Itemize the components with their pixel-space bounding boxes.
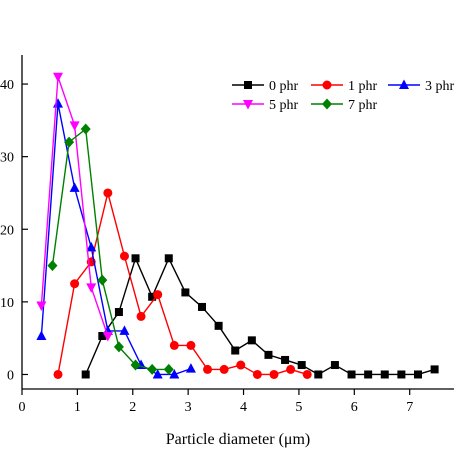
series-line-3-phr — [40, 103, 192, 376]
data-point-1-phr — [103, 188, 113, 198]
data-point-0-phr — [164, 254, 173, 263]
data-point-7-phr — [147, 363, 158, 375]
data-point-1-phr — [219, 364, 229, 374]
data-point-7-phr — [130, 359, 141, 371]
x-tick-label: 3 — [185, 400, 192, 415]
data-point-3-phr — [69, 182, 80, 192]
data-point-0-phr — [397, 370, 406, 379]
data-point-0-phr — [430, 365, 439, 374]
data-point-7-phr — [113, 341, 124, 353]
x-tick-label: 1 — [74, 400, 81, 415]
x-tick-label: 7 — [406, 400, 413, 415]
data-point-1-phr — [153, 290, 163, 300]
x-tick-label: 4 — [240, 400, 247, 415]
legend-label-5-phr: 5 phr — [269, 98, 299, 113]
data-point-3-phr — [185, 363, 196, 373]
x-axis-ticks: 0 1 2 3 4 5 6 7 — [19, 389, 413, 415]
x-tick-label: 0 — [19, 400, 26, 415]
data-point-3-phr — [119, 325, 130, 335]
data-point-1-phr — [53, 369, 63, 379]
legend-label-1-phr: 1 phr — [348, 79, 378, 94]
data-point-5-phr — [102, 331, 113, 342]
data-point-0-phr — [247, 336, 256, 345]
data-point-0-phr — [214, 321, 223, 330]
y-tick-label: 40 — [0, 78, 14, 93]
data-point-0-phr — [330, 361, 339, 370]
x-tick-label: 5 — [295, 400, 302, 415]
data-point-5-phr — [69, 121, 80, 131]
legend-label-7-phr: 7 phr — [348, 98, 378, 113]
legend-marker-0-phr — [244, 81, 252, 89]
data-point-1-phr — [236, 360, 246, 370]
x-axis-label: Particle diameter (μm) — [166, 431, 311, 448]
data-point-7-phr — [47, 260, 58, 272]
data-point-7-phr — [64, 136, 75, 148]
series-line-0-phr — [85, 256, 435, 376]
data-point-0-phr — [264, 350, 273, 359]
data-point-3-phr — [152, 368, 163, 379]
data-point-7-phr — [80, 123, 91, 135]
data-point-1-phr — [252, 369, 262, 379]
data-point-1-phr — [119, 251, 129, 261]
data-point-1-phr — [286, 364, 296, 374]
legend-marker-1-phr — [322, 80, 332, 90]
series-line-1-phr — [57, 192, 308, 376]
data-point-7-phr — [163, 363, 174, 375]
legend-marker-7-phr — [322, 98, 332, 110]
y-tick-label: 20 — [0, 223, 14, 238]
data-point-0-phr — [297, 361, 306, 370]
x-tick-label: 2 — [129, 400, 136, 415]
data-point-0-phr — [198, 302, 206, 311]
series-layer — [36, 72, 439, 379]
legend-marker-3-phr — [399, 79, 409, 89]
legend: 0 phr 1 phr 3 phr 5 phr 7 phr — [232, 79, 455, 113]
data-point-0-phr — [414, 370, 422, 379]
data-point-0-phr — [231, 346, 240, 355]
data-point-3-phr — [36, 330, 47, 340]
data-point-1-phr — [302, 369, 312, 379]
data-point-0-phr — [131, 254, 140, 263]
data-point-0-phr — [98, 331, 107, 340]
data-point-1-phr — [136, 311, 146, 321]
plot-frame — [21, 55, 454, 390]
data-point-1-phr — [169, 340, 179, 350]
y-tick-label: 30 — [0, 151, 14, 166]
data-point-3-phr — [86, 241, 97, 252]
data-point-1-phr — [269, 369, 279, 379]
legend-label-3-phr: 3 phr — [425, 79, 455, 94]
legend-marker-5-phr — [243, 100, 253, 110]
data-point-0-phr — [364, 370, 373, 379]
data-point-1-phr — [186, 340, 196, 350]
x-tick-label: 6 — [351, 400, 358, 415]
data-point-0-phr — [314, 370, 323, 379]
data-point-3-phr — [169, 368, 180, 379]
data-point-5-phr — [86, 283, 97, 293]
data-point-0-phr — [81, 370, 90, 379]
data-point-0-phr — [281, 355, 290, 364]
data-point-0-phr — [148, 292, 157, 301]
data-point-1-phr — [203, 364, 213, 374]
data-point-0-phr — [181, 288, 190, 297]
y-tick-label: 0 — [7, 368, 14, 383]
data-point-5-phr — [36, 301, 47, 311]
y-tick-label: 10 — [0, 296, 14, 311]
y-axis-ticks: 0 10 20 30 40 — [0, 78, 28, 383]
data-point-0-phr — [380, 370, 389, 379]
legend-label-0-phr: 0 phr — [269, 79, 299, 94]
data-point-0-phr — [347, 370, 356, 379]
data-point-0-phr — [114, 308, 123, 317]
data-point-3-phr — [53, 98, 63, 108]
data-point-5-phr — [53, 72, 63, 83]
data-point-7-phr — [97, 274, 108, 286]
data-point-1-phr — [70, 279, 80, 289]
